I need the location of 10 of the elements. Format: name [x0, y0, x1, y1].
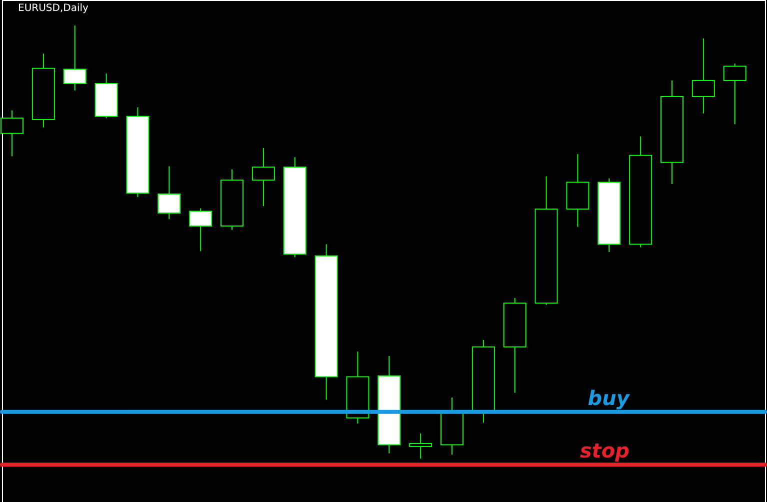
ref-line-label: buy	[588, 386, 630, 410]
candlestick	[63, 24, 86, 91]
ref-line-label: stop	[580, 438, 630, 463]
candlestick	[158, 166, 181, 220]
candlestick	[692, 38, 715, 114]
candlestick	[252, 148, 275, 207]
candlestick	[409, 432, 432, 460]
chart-title: EURUSD,Daily	[18, 3, 89, 14]
candlestick	[189, 208, 212, 252]
candlestick	[723, 63, 746, 125]
